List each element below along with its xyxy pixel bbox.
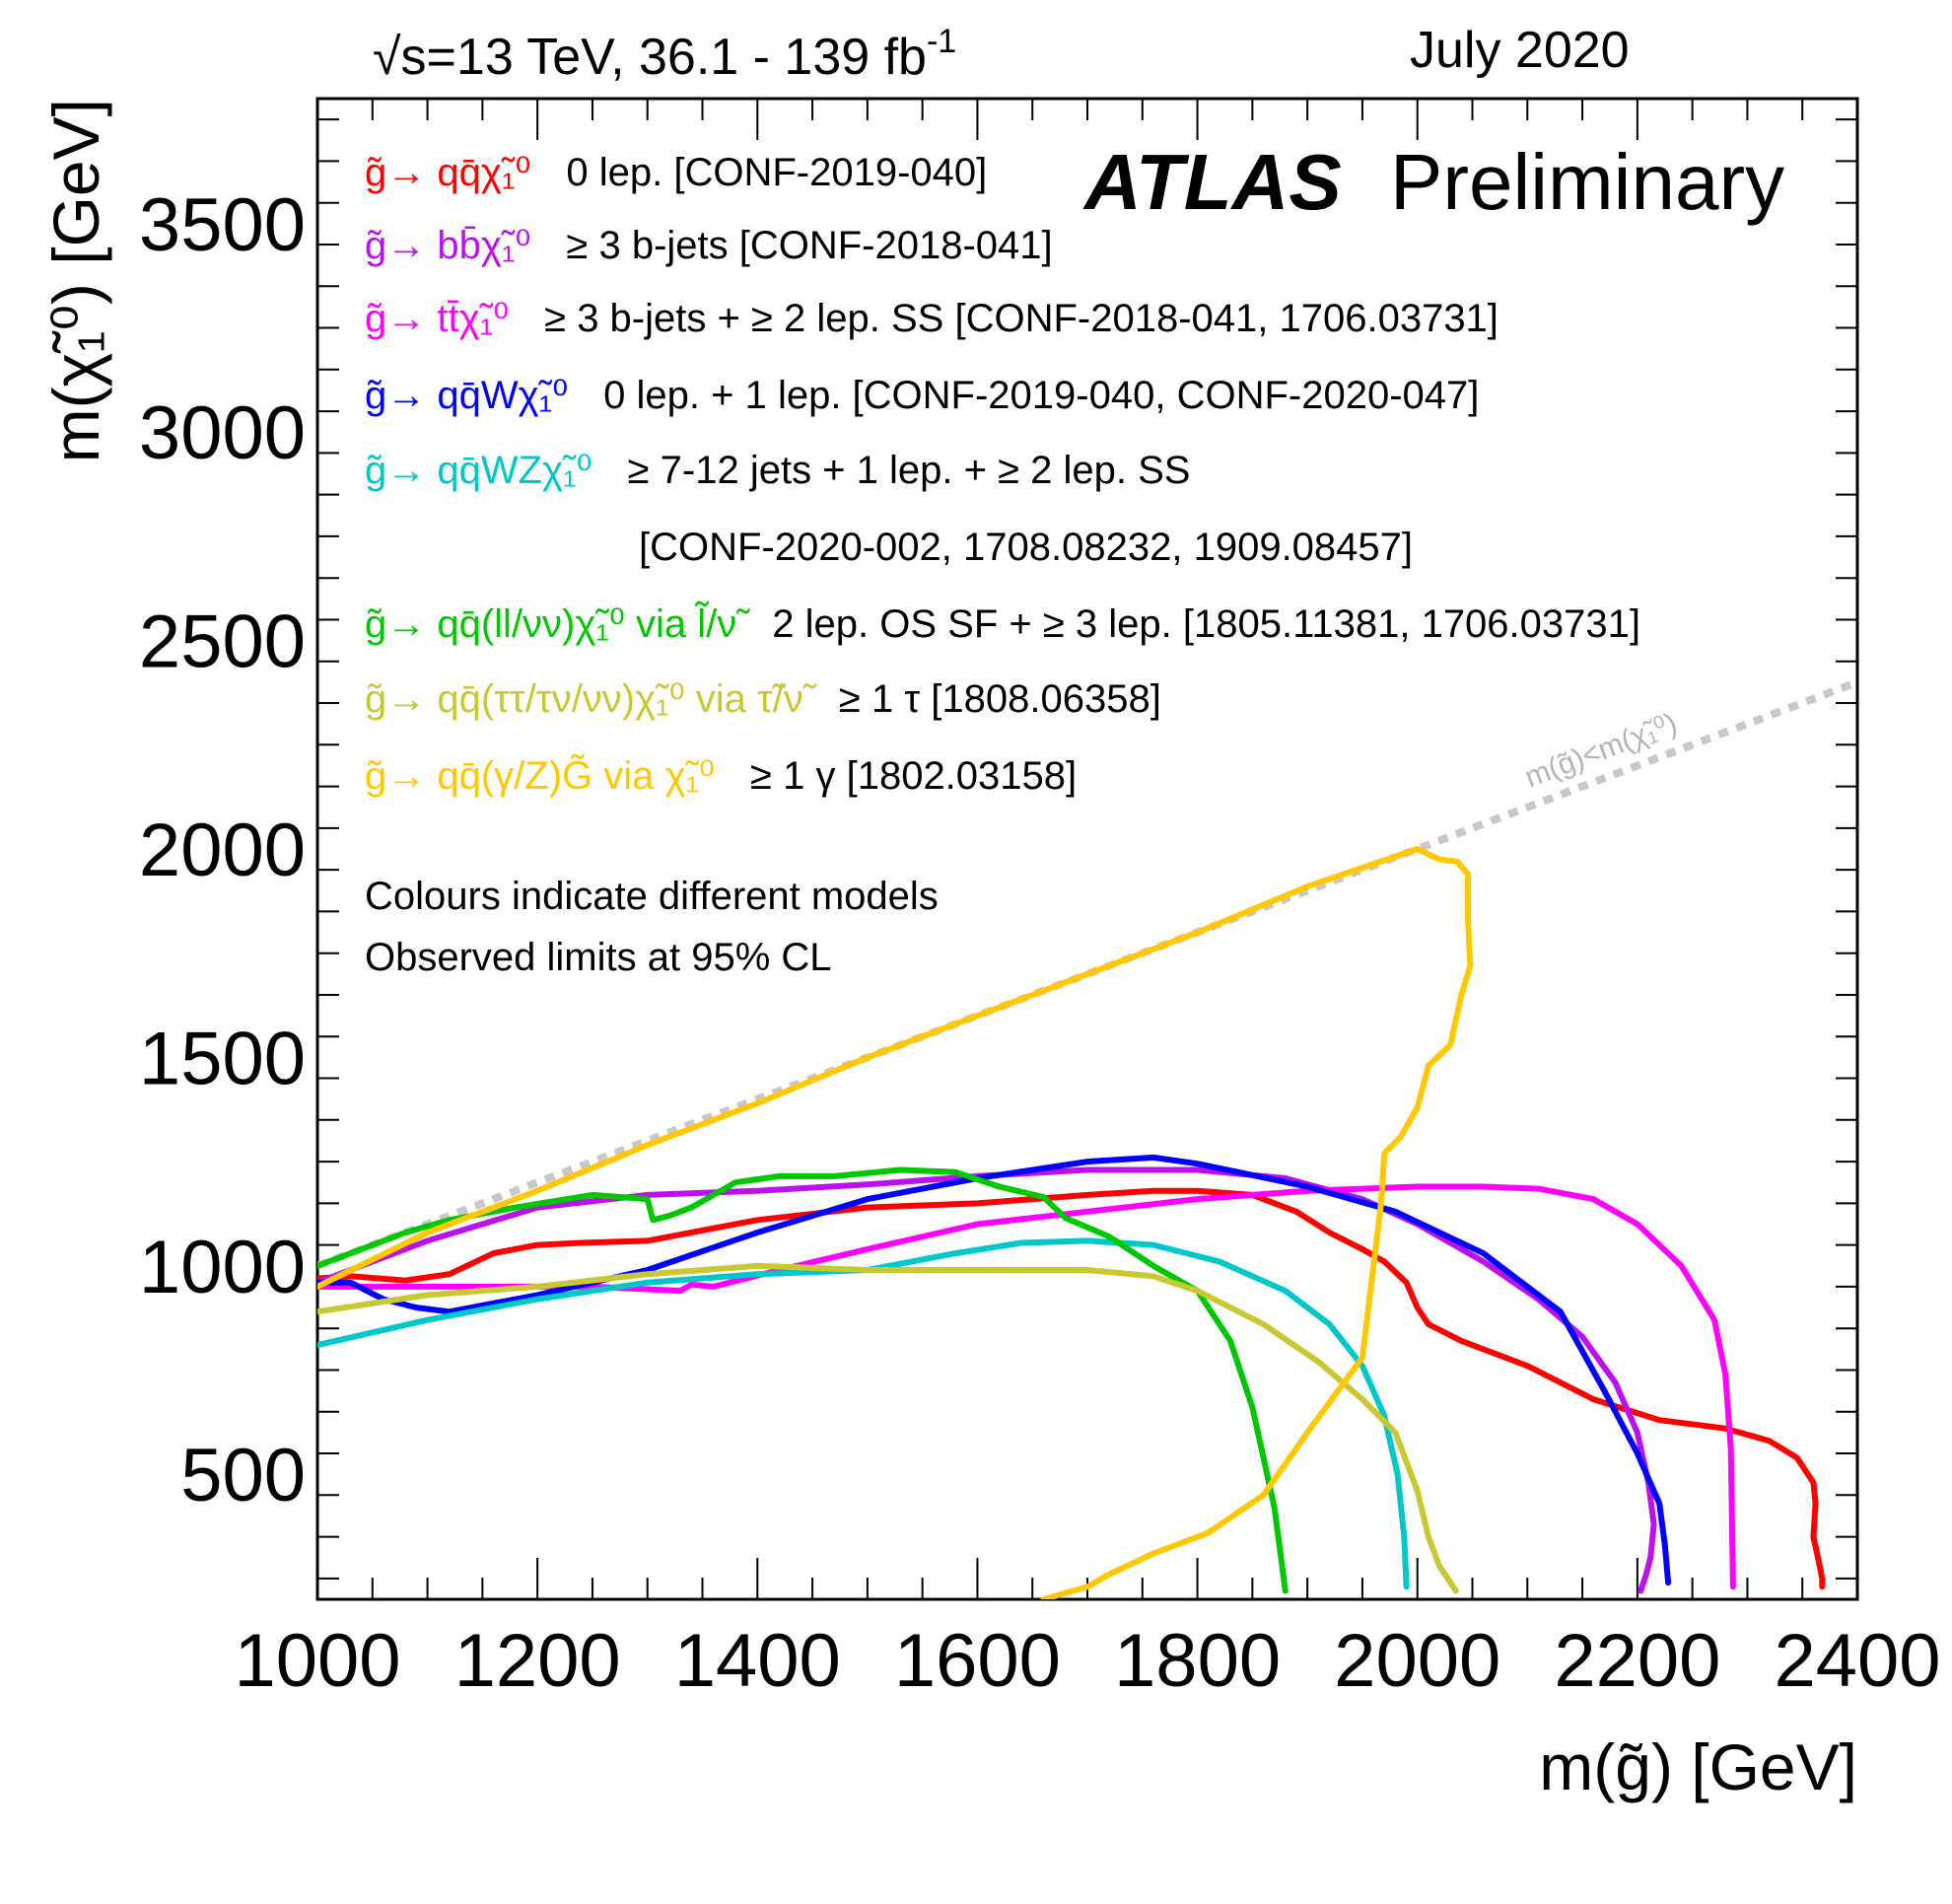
date-label: July 2020 [1410, 22, 1630, 79]
brand-suffix: Preliminary [1390, 138, 1784, 226]
x-axis-ticks [316, 99, 1858, 1599]
legend: g̃→ qq̄χ̃₁⁰ 0 lep. [CONF-2019-040] g̃→ bb̄… [365, 151, 1640, 798]
y-tick-label: 500 [180, 1434, 306, 1517]
y-axis-title: m(χ̃₁⁰) [GeV] [39, 99, 112, 462]
x-tick-label: 1200 [454, 1619, 621, 1703]
y-tick-label: 1500 [139, 1017, 306, 1100]
x-tick-label: 1800 [1114, 1619, 1281, 1703]
x-axis-title: m(g̃) [GeV] [1539, 1730, 1857, 1803]
y-tick-label: 2000 [139, 809, 306, 892]
atlas-brand: ATLAS [1082, 138, 1342, 226]
y-tick-label: 1000 [139, 1226, 306, 1309]
legend-desc-3: 0 lep. + 1 lep. [CONF-2019-040, CONF-202… [603, 374, 1479, 417]
series-qqchi [317, 1187, 1826, 1590]
y-tick-label: 3000 [139, 391, 306, 475]
legend-desc2-4: [CONF-2020-002, 1708.08232, 1909.08457] [639, 526, 1413, 569]
legend-desc-4: ≥ 7-12 jets + 1 lep. + ≥ 2 lep. SS [628, 449, 1191, 492]
x-tick-label: 2400 [1774, 1619, 1940, 1703]
series-ttchi [317, 1183, 1736, 1590]
energy-lumi-label: √s=13 TeV, 36.1 - 139 fb-1 [373, 23, 956, 86]
exclusion-contours [317, 846, 1826, 1599]
legend-desc-1: ≥ 3 b-jets [CONF-2018-041] [566, 224, 1052, 267]
legend-desc-0: 0 lep. [CONF-2019-040] [566, 151, 987, 194]
note-limits: Observed limits at 95% CL [365, 936, 832, 979]
y-tick-label: 3500 [139, 183, 306, 267]
x-tick-label: 1400 [674, 1619, 841, 1703]
legend-desc-2: ≥ 3 b-jets + ≥ 2 lep. SS [CONF-2018-041,… [544, 297, 1499, 340]
legend-process-6: g̃→ qq̄(ττ/τν/νν)χ̃₁⁰ via τ̃/ν̃ [365, 677, 817, 721]
note-colours: Colours indicate different models [365, 875, 939, 918]
legend-process-5: g̃→ qq̄(ll/νν)χ̃₁⁰ via l̃/ν̃ [365, 601, 750, 646]
legend-process-3: g̃→ qq̄Wχ̃₁⁰ [365, 374, 568, 417]
series-qqllchi [317, 1166, 1289, 1594]
legend-process-7: g̃→ qq̄(γ/Z)G̃ via χ̃₁⁰ [365, 753, 715, 798]
legend-process-4: g̃→ qq̄WZχ̃₁⁰ [365, 449, 593, 492]
series-bbchi [317, 1166, 1657, 1594]
legend-process-1: g̃→ bb̄χ̃₁⁰ [365, 224, 530, 267]
x-tick-label: 2200 [1554, 1619, 1720, 1703]
series-qqgammaG [317, 846, 1474, 1599]
x-tick-label: 1000 [234, 1619, 400, 1703]
legend-desc-7: ≥ 1 γ [1802.03158] [750, 754, 1077, 798]
x-tick-label: 1600 [894, 1619, 1061, 1703]
x-tick-label: 2000 [1334, 1619, 1500, 1703]
legend-process-0: g̃→ qq̄χ̃₁⁰ [365, 151, 530, 194]
y-tick-label: 2500 [139, 600, 306, 684]
kinematic-limit-line [317, 678, 1857, 1270]
legend-desc-5: 2 lep. OS SF + ≥ 3 lep. [1805.11381, 170… [772, 602, 1640, 646]
legend-process-2: g̃→ tt̄χ̃₁⁰ [365, 297, 509, 340]
series-qqtauchi [317, 1262, 1459, 1594]
legend-desc-6: ≥ 1 τ [1808.06358] [839, 677, 1161, 721]
x-axis-tick-labels: 1000 1200 1400 1600 1800 2000 2200 2400 [234, 1619, 1940, 1703]
y-axis-ticks [317, 118, 1857, 1580]
y-axis-tick-labels: 500 1000 1500 2000 2500 3000 3500 [139, 183, 306, 1517]
series-qqWchi [317, 1154, 1672, 1587]
